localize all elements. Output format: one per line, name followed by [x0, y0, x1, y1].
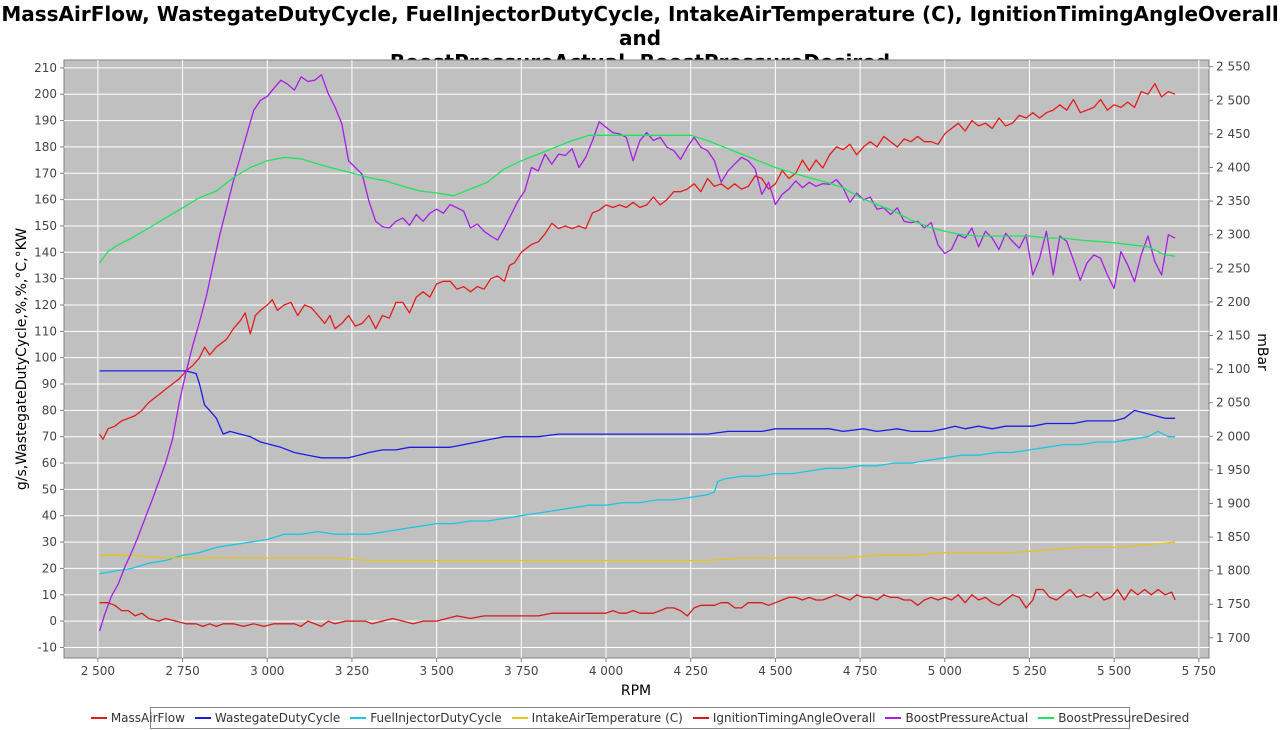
legend-label: BoostPressureActual: [905, 711, 1029, 725]
y-axis-right-title: mBar: [1254, 333, 1270, 371]
legend-swatch: [885, 717, 902, 719]
y-tick-label: 160: [34, 193, 57, 207]
x-axis: 2 500 2 750 3 000 3 250 3 500 3 750 4 000 4 250…: [81, 658, 1216, 678]
x-tick-label: 2 500: [81, 664, 115, 678]
line-chart: 2 500 2 750 3 000 3 250 3 500 3 750 4 000 4 250…: [14, 59, 1270, 699]
y-axis-left-title: g/s,WastegateDutyCycle,%,%,°C,°KW: [14, 228, 30, 490]
y-tick-label: 80: [42, 403, 57, 417]
x-tick-label: 5 250: [1012, 664, 1046, 678]
y-tick-label: 170: [34, 166, 57, 180]
legend-label: WastegateDutyCycle: [214, 711, 341, 725]
legend-label: IntakeAirTemperature (C): [531, 711, 683, 725]
y2-tick-label: 1 700: [1216, 631, 1250, 645]
legend-item-fuelinjectordutycycle: FuelInjectorDutyCycle: [350, 711, 502, 725]
legend-label: BoostPressureDesired: [1058, 711, 1190, 725]
x-tick-label: 4 250: [674, 664, 708, 678]
y2-tick-label: 2 450: [1216, 127, 1250, 141]
y-tick-label: 60: [42, 456, 57, 470]
legend-item-wastegatedutycycle: WastegateDutyCycle: [194, 711, 341, 725]
y2-tick-label: 2 400: [1216, 161, 1250, 175]
x-tick-label: 5 500: [1097, 664, 1131, 678]
series-line-fuelinjectordutycycle: [99, 430, 1176, 575]
y2-tick-label: 1 800: [1216, 564, 1250, 578]
series-line-massairflow: [99, 83, 1176, 440]
legend-swatch: [511, 717, 528, 719]
series-line-intakeairtemperature-c: [99, 541, 1176, 562]
y-tick-label: 90: [42, 377, 57, 391]
legend-label: FuelInjectorDutyCycle: [370, 711, 502, 725]
legend-swatch: [350, 717, 367, 719]
y2-tick-label: 2 550: [1216, 60, 1250, 74]
legend-swatch: [692, 717, 709, 719]
series-lines: [98, 74, 1176, 632]
y2-tick-label: 1 850: [1216, 530, 1250, 544]
y-tick-label: 210: [34, 61, 57, 75]
series-line-boostpressuredesired: [99, 134, 1176, 264]
x-tick-label: 3 750: [504, 664, 538, 678]
y-tick-label: 200: [34, 87, 57, 101]
y2-tick-label: 1 950: [1216, 463, 1250, 477]
x-tick-label: 4 750: [843, 664, 877, 678]
y-axis-left: -10 0 10 20 30 40 50 60 70 80 90 100 110 120 130 140 150…: [34, 61, 64, 654]
x-tick-label: 5 750: [1182, 664, 1216, 678]
series-line-ignitiontimingangleoverall: [99, 588, 1176, 628]
y-tick-label: 110: [34, 324, 57, 338]
y-tick-label: 100: [34, 351, 57, 365]
legend-swatch: [90, 717, 107, 719]
y-tick-label: 40: [42, 509, 57, 523]
legend-item-boostpressureactual: BoostPressureActual: [885, 711, 1028, 725]
legend: MassAirFlow WastegateDutyCycle FuelInjecto…: [90, 707, 1189, 729]
y-tick-label: 150: [34, 219, 57, 233]
y2-tick-label: 2 100: [1216, 362, 1250, 376]
x-axis-title: RPM: [621, 683, 651, 699]
x-tick-label: 4 500: [758, 664, 792, 678]
x-tick-label: 3 000: [250, 664, 284, 678]
y2-tick-label: 1 750: [1216, 597, 1250, 611]
x-tick-label: 4 000: [589, 664, 623, 678]
y-tick-label: 30: [42, 535, 57, 549]
y2-tick-label: 2 500: [1216, 93, 1250, 107]
x-tick-label: 2 750: [165, 664, 199, 678]
y2-tick-label: 2 200: [1216, 295, 1250, 309]
y-tick-label: -10: [37, 640, 57, 654]
y2-tick-label: 2 050: [1216, 396, 1250, 410]
y-tick-label: 0: [49, 614, 57, 628]
y-tick-label: 190: [34, 114, 57, 128]
y-tick-label: 130: [34, 272, 57, 286]
y-tick-label: 10: [42, 588, 57, 602]
legend-swatch: [1038, 717, 1055, 719]
y-tick-label: 50: [42, 482, 57, 496]
legend-item-boostpressuredesired: BoostPressureDesired: [1038, 711, 1189, 725]
y2-tick-label: 2 000: [1216, 429, 1250, 443]
series-line-wastegatedutycycle: [99, 370, 1176, 459]
legend-label: MassAirFlow: [110, 711, 185, 725]
x-tick-label: 5 000: [928, 664, 962, 678]
legend-swatch: [194, 717, 211, 719]
legend-item-ignitiontimingangleoverall: IgnitionTimingAngleOverall: [692, 711, 876, 725]
y2-tick-label: 2 150: [1216, 328, 1250, 342]
x-tick-label: 3 500: [419, 664, 453, 678]
y-axis-right: 1 700 1 750 1 800 1 850 1 900 1 950 2 000 2 050…: [1209, 60, 1250, 645]
y-tick-label: 140: [34, 245, 57, 259]
grid-lines: [64, 60, 1209, 658]
y2-tick-label: 2 300: [1216, 228, 1250, 242]
y-tick-label: 120: [34, 298, 57, 312]
y-tick-label: 180: [34, 140, 57, 154]
y2-tick-label: 1 900: [1216, 496, 1250, 510]
legend-item-massairflow: MassAirFlow: [90, 711, 185, 725]
y2-tick-label: 2 350: [1216, 194, 1250, 208]
legend-item-intakeairtemperature-c: IntakeAirTemperature (C): [511, 711, 683, 725]
x-tick-label: 3 250: [335, 664, 369, 678]
y-tick-label: 70: [42, 430, 57, 444]
y-tick-label: 20: [42, 561, 57, 575]
chart-title-line-1: MassAirFlow, WastegateDutyCycle, FuelInj…: [1, 2, 1279, 50]
y2-tick-label: 2 250: [1216, 261, 1250, 275]
series-line-boostpressureactual: [98, 74, 1176, 632]
legend-label: IgnitionTimingAngleOverall: [712, 711, 876, 725]
